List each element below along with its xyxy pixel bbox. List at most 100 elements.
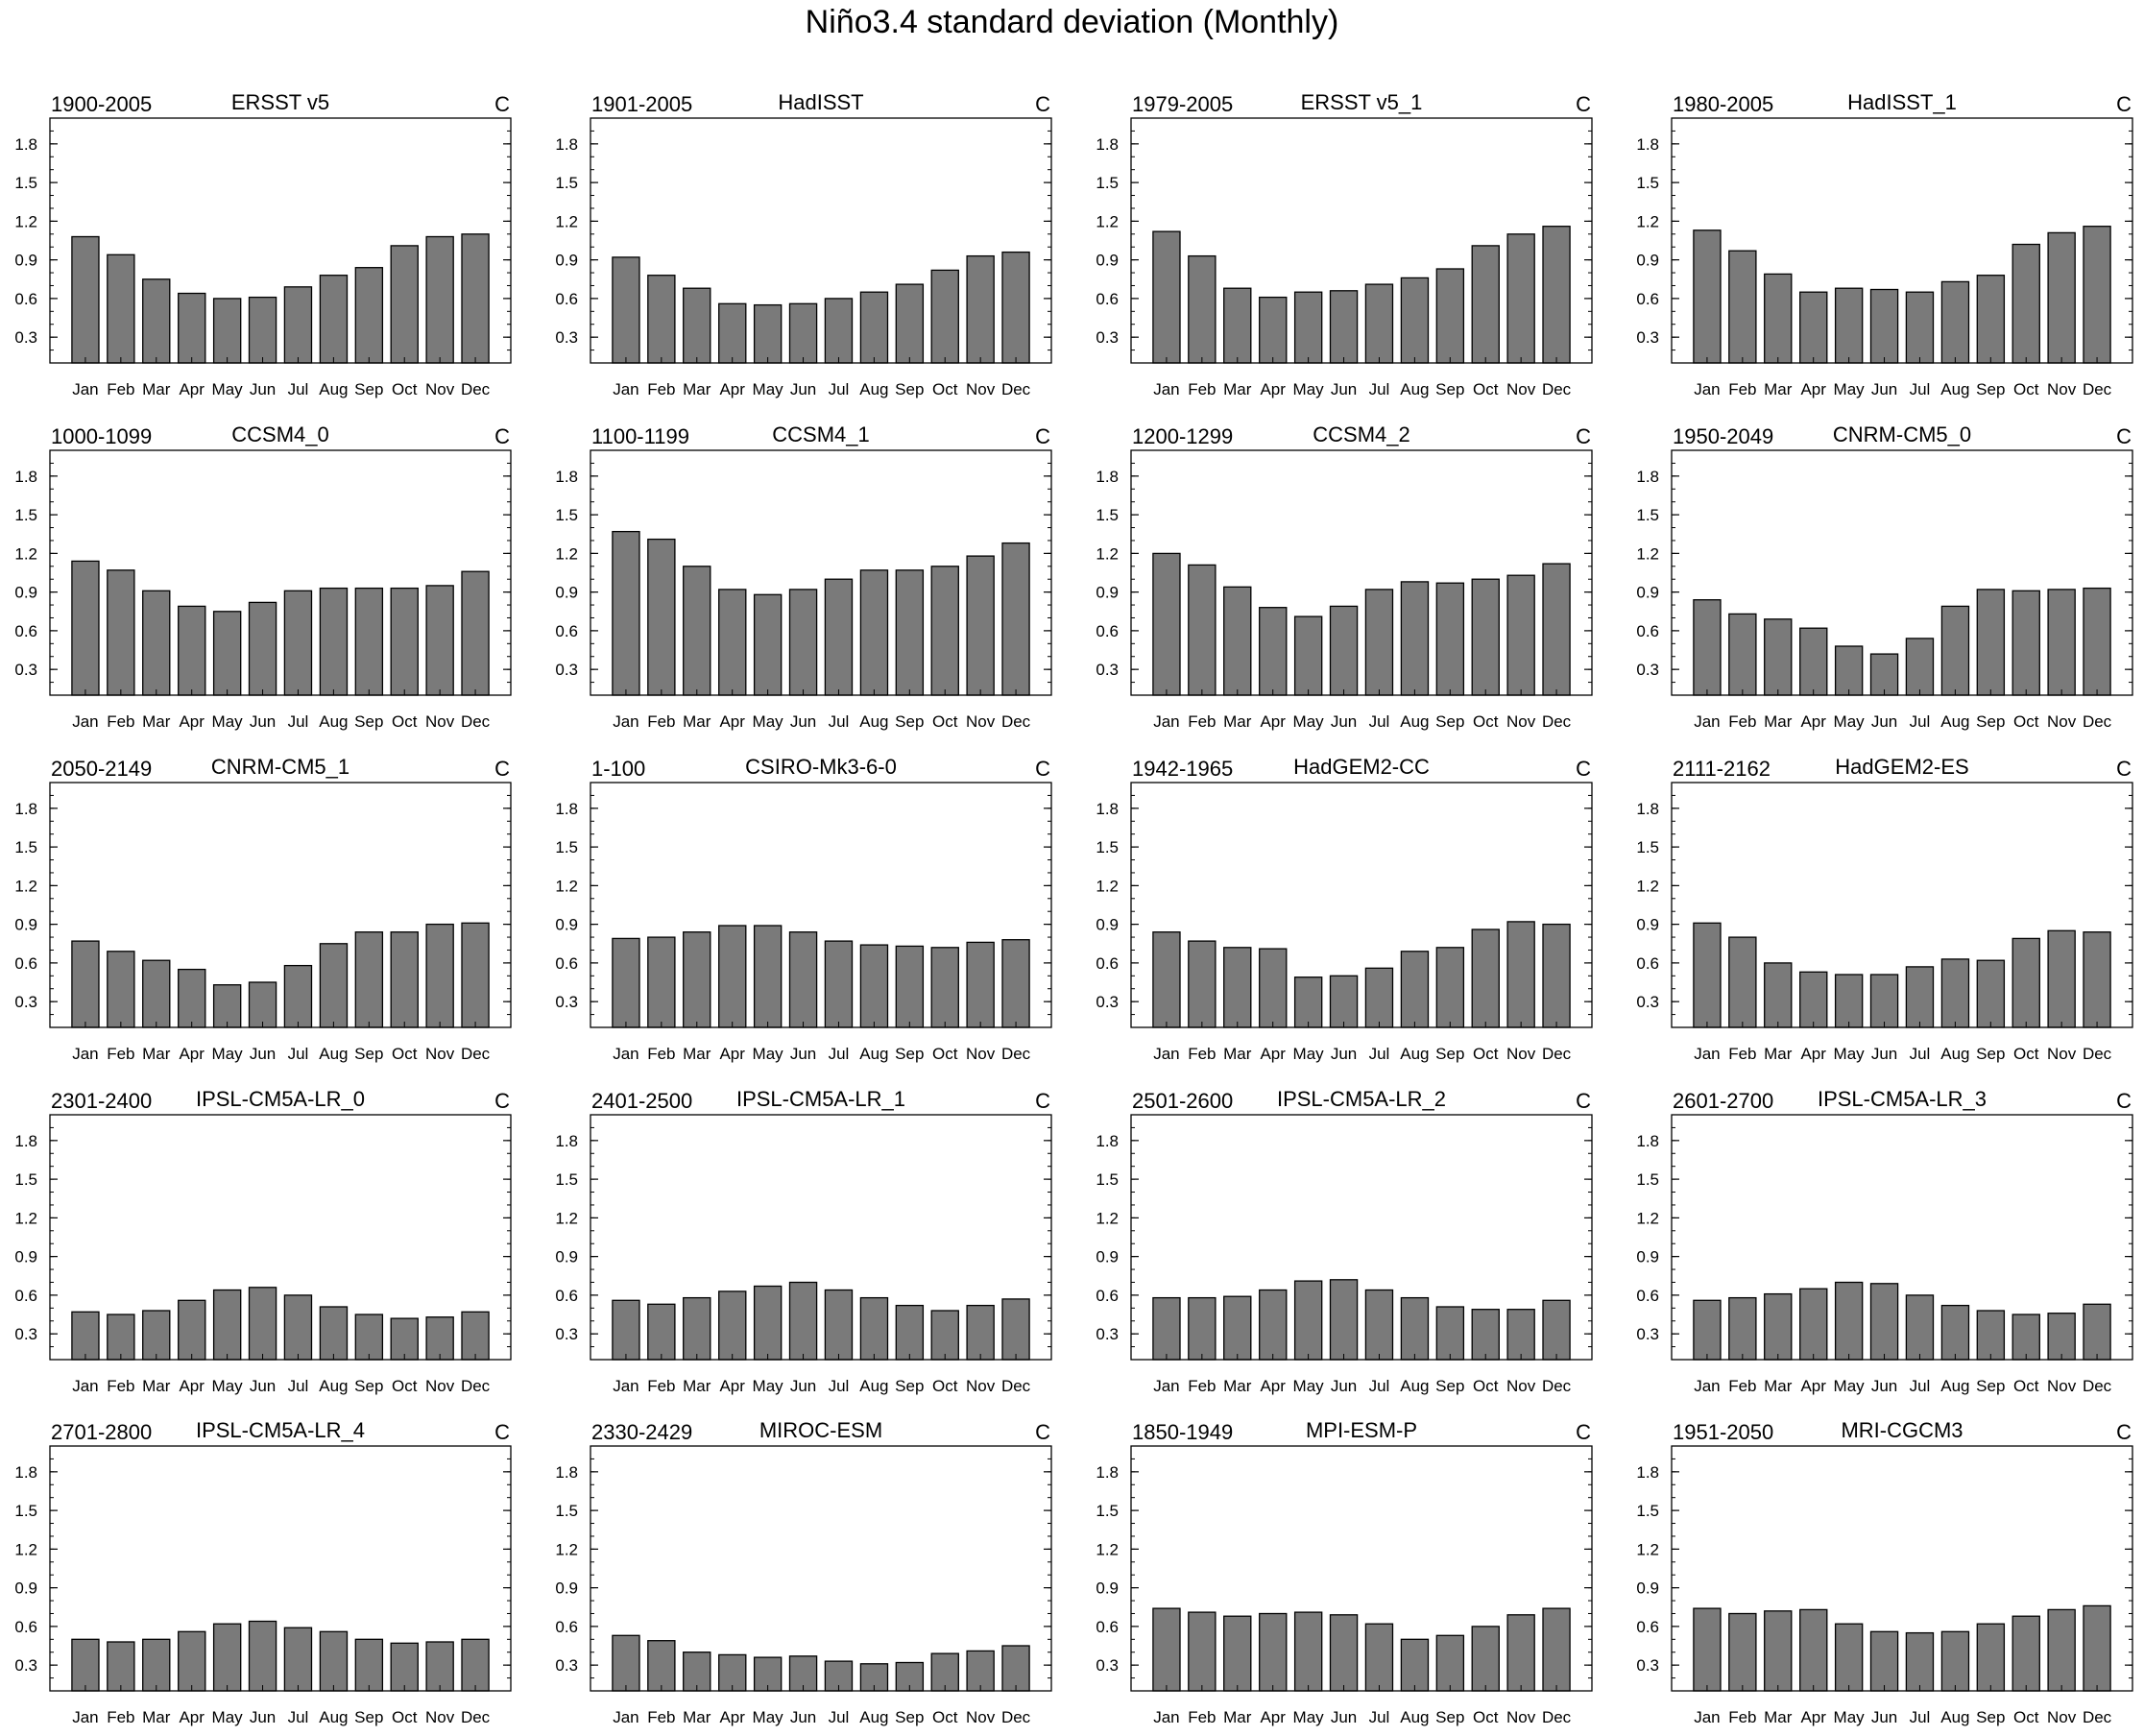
x-tick-label: Mar [1764, 712, 1793, 731]
figure-title: Niño3.4 standard deviation (Monthly) [805, 4, 1339, 40]
bar-jun [1869, 1283, 1899, 1361]
panel-20: 1951-2050 MRI-CGCM3 C Jan Feb Mar Apr May Jun Jul… [1636, 1418, 2133, 1726]
bar-feb [1728, 250, 1757, 364]
panel-unit: C [494, 1420, 510, 1444]
x-tick-label: May [1293, 1377, 1325, 1395]
x-tick-label: Jul [1369, 380, 1390, 398]
y-tick-label: 1.2 [14, 877, 37, 895]
y-tick-label: 0.9 [1636, 1579, 1659, 1598]
bar-aug [1400, 277, 1430, 364]
x-tick-label: Mar [683, 1708, 711, 1726]
bar-jun [1869, 288, 1899, 364]
y-tick-label: 0.9 [14, 1579, 37, 1598]
x-tick-label: Mar [683, 380, 711, 398]
panel-period: 1100-1199 [591, 424, 689, 448]
x-tick-label: Jan [1153, 712, 1179, 731]
bar-mar [683, 566, 711, 696]
bar-jun [1329, 975, 1359, 1028]
x-tick-label: Jan [1153, 1708, 1179, 1726]
x-tick-label: Aug [859, 712, 888, 731]
bar-oct [930, 566, 959, 696]
x-tick-label: Mar [142, 712, 171, 731]
plot-frame [49, 1114, 512, 1361]
y-tick-label: 1.8 [555, 1132, 578, 1150]
plot-frame [590, 1445, 1052, 1692]
bar-sep [895, 569, 925, 696]
x-tick-label: Jul [829, 1045, 850, 1063]
x-tick-label: Aug [859, 1377, 888, 1395]
bar-jul [283, 590, 313, 696]
bar-nov [1506, 233, 1535, 364]
x-tick-label: Jul [829, 380, 850, 398]
x-tick-label: Aug [319, 1045, 348, 1063]
x-tick-label: Sep [1435, 1377, 1464, 1395]
bar-dec [461, 922, 490, 1028]
bar-jun [788, 589, 818, 696]
y-tick-label: 0.6 [14, 954, 37, 973]
panel-period: 1980-2005 [1673, 92, 1773, 116]
x-tick-label: Mar [683, 712, 711, 731]
x-tick-label: Jan [1153, 1377, 1179, 1395]
bar-dec [1001, 542, 1030, 696]
y-tick-label: 1.5 [1096, 174, 1119, 192]
bar-feb [107, 253, 135, 364]
bar-jul [824, 298, 854, 364]
x-tick-label: Jul [1369, 1045, 1390, 1063]
y-tick-label: 0.3 [14, 328, 37, 347]
bar-jan [71, 235, 100, 364]
panel-period: 1901-2005 [591, 92, 692, 116]
bar-jun [248, 1287, 277, 1361]
bar-aug [1940, 280, 1970, 364]
bar-feb [1188, 1611, 1217, 1692]
x-tick-label: Jul [1910, 1045, 1931, 1063]
x-tick-label: Nov [1506, 1377, 1536, 1395]
x-tick-label: Oct [1473, 380, 1499, 398]
y-tick-label: 1.8 [14, 1463, 37, 1482]
y-tick-label: 0.6 [1636, 954, 1659, 973]
panel-unit: C [1035, 424, 1050, 448]
y-tick-label: 0.6 [1636, 622, 1659, 640]
x-tick-label: Apr [719, 1708, 745, 1726]
x-tick-label: Aug [1400, 380, 1429, 398]
bar-feb [1188, 564, 1217, 696]
bar-jan [612, 530, 640, 696]
panel-unit: C [1035, 1420, 1050, 1444]
x-tick-label: Jun [1871, 712, 1897, 731]
bar-aug [859, 1296, 889, 1361]
bar-dec [1542, 1299, 1571, 1361]
x-tick-label: Nov [1506, 1045, 1536, 1063]
y-tick-label: 1.5 [14, 838, 37, 856]
bar-jun [1329, 605, 1359, 696]
y-tick-label: 0.9 [555, 252, 578, 270]
x-tick-label: Jan [72, 1377, 98, 1395]
x-tick-label: Aug [1400, 712, 1429, 731]
x-tick-label: Aug [1940, 1377, 1969, 1395]
y-tick-label: 1.5 [555, 1170, 578, 1189]
y-tick-label: 0.6 [14, 622, 37, 640]
plot-frame [1130, 1114, 1593, 1361]
x-tick-label: Sep [1976, 712, 2005, 731]
bar-aug [1940, 958, 1970, 1028]
panel-period: 2330-2429 [591, 1420, 692, 1444]
bar-mar [683, 1652, 711, 1692]
x-tick-label: Oct [2013, 1708, 2039, 1726]
bar-jan [612, 256, 640, 364]
bar-apr [1259, 1612, 1288, 1692]
bar-oct [2012, 1615, 2040, 1692]
panel-period: 1950-2049 [1673, 424, 1773, 448]
x-tick-label: Aug [319, 380, 348, 398]
bar-dec [1542, 226, 1571, 364]
bar-jul [1364, 1623, 1394, 1692]
x-tick-label: Mar [142, 1377, 171, 1395]
x-tick-label: Jun [1871, 380, 1897, 398]
x-tick-label: Nov [2047, 712, 2077, 731]
bar-jan [71, 940, 100, 1028]
panel-model-name: IPSL-CM5A-LR_1 [736, 1087, 905, 1111]
bar-may [212, 298, 242, 364]
x-tick-label: Dec [1542, 380, 1572, 398]
bar-nov [425, 1316, 454, 1361]
x-tick-label: Sep [895, 1708, 924, 1726]
bar-oct [2012, 243, 2040, 364]
y-tick-label: 0.3 [14, 1325, 37, 1343]
x-tick-label: Apr [1800, 1377, 1826, 1395]
